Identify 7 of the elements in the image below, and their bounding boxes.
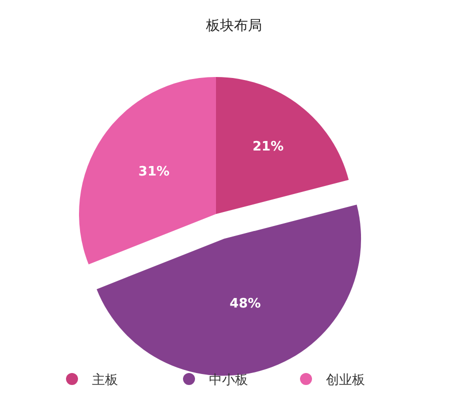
legend-label: 中小板 <box>209 373 248 388</box>
legend-label: 创业板 <box>326 373 365 388</box>
data-label: 21% <box>252 139 284 154</box>
data-label: 48% <box>230 296 261 312</box>
legend-label: 主板 <box>92 372 118 388</box>
chart-title: 板块布局 <box>205 18 262 34</box>
data-label: 31% <box>138 164 170 180</box>
